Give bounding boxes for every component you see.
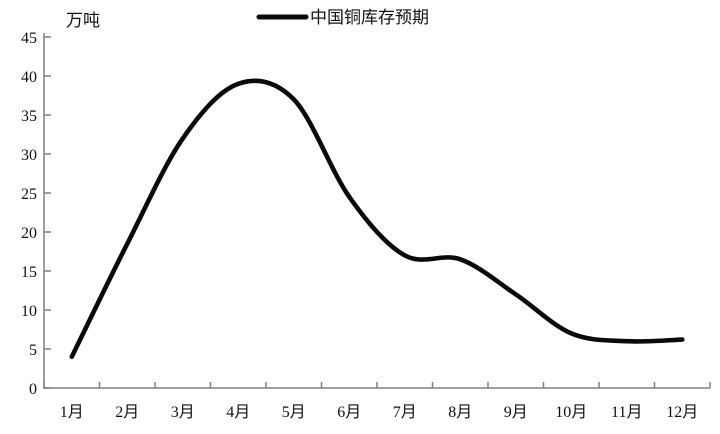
y-tick-label: 30 bbox=[21, 147, 37, 164]
x-tick-label: 9月 bbox=[504, 404, 528, 421]
y-tick-label: 45 bbox=[21, 30, 37, 47]
x-tick-label: 6月 bbox=[337, 404, 361, 421]
y-tick-label: 10 bbox=[21, 303, 37, 320]
y-axis-unit-label: 万吨 bbox=[66, 11, 100, 30]
x-tick-label: 10月 bbox=[555, 404, 587, 421]
x-tick-label: 1月 bbox=[60, 404, 84, 421]
x-tick-label: 5月 bbox=[282, 404, 306, 421]
x-tick-label: 4月 bbox=[226, 404, 250, 421]
y-axis-tick-labels: 0 5 10 15 20 25 30 35 40 45 bbox=[21, 30, 37, 398]
x-axis-tick-labels: 1月 2月 3月 4月 5月 6月 7月 8月 9月 10月 11月 12月 bbox=[60, 404, 699, 421]
x-tick-label: 11月 bbox=[611, 404, 642, 421]
x-tick-label: 2月 bbox=[115, 404, 139, 421]
x-tick-label: 12月 bbox=[666, 404, 698, 421]
y-tick-label: 25 bbox=[21, 186, 37, 203]
x-tick-label: 8月 bbox=[448, 404, 472, 421]
series-line-copper-inventory bbox=[69, 78, 685, 360]
y-tick-label: 20 bbox=[21, 225, 37, 242]
legend-label: 中国铜库存预期 bbox=[310, 8, 429, 27]
x-tick-label: 7月 bbox=[393, 404, 417, 421]
y-tick-label: 35 bbox=[21, 108, 37, 125]
x-tick-label: 3月 bbox=[171, 404, 195, 421]
legend: 中国铜库存预期 bbox=[256, 8, 429, 27]
y-tick-label: 15 bbox=[21, 264, 37, 281]
y-tick-label: 0 bbox=[29, 381, 37, 398]
y-tick-label: 5 bbox=[29, 342, 37, 359]
y-tick-label: 40 bbox=[21, 69, 37, 86]
axes bbox=[43, 33, 711, 389]
